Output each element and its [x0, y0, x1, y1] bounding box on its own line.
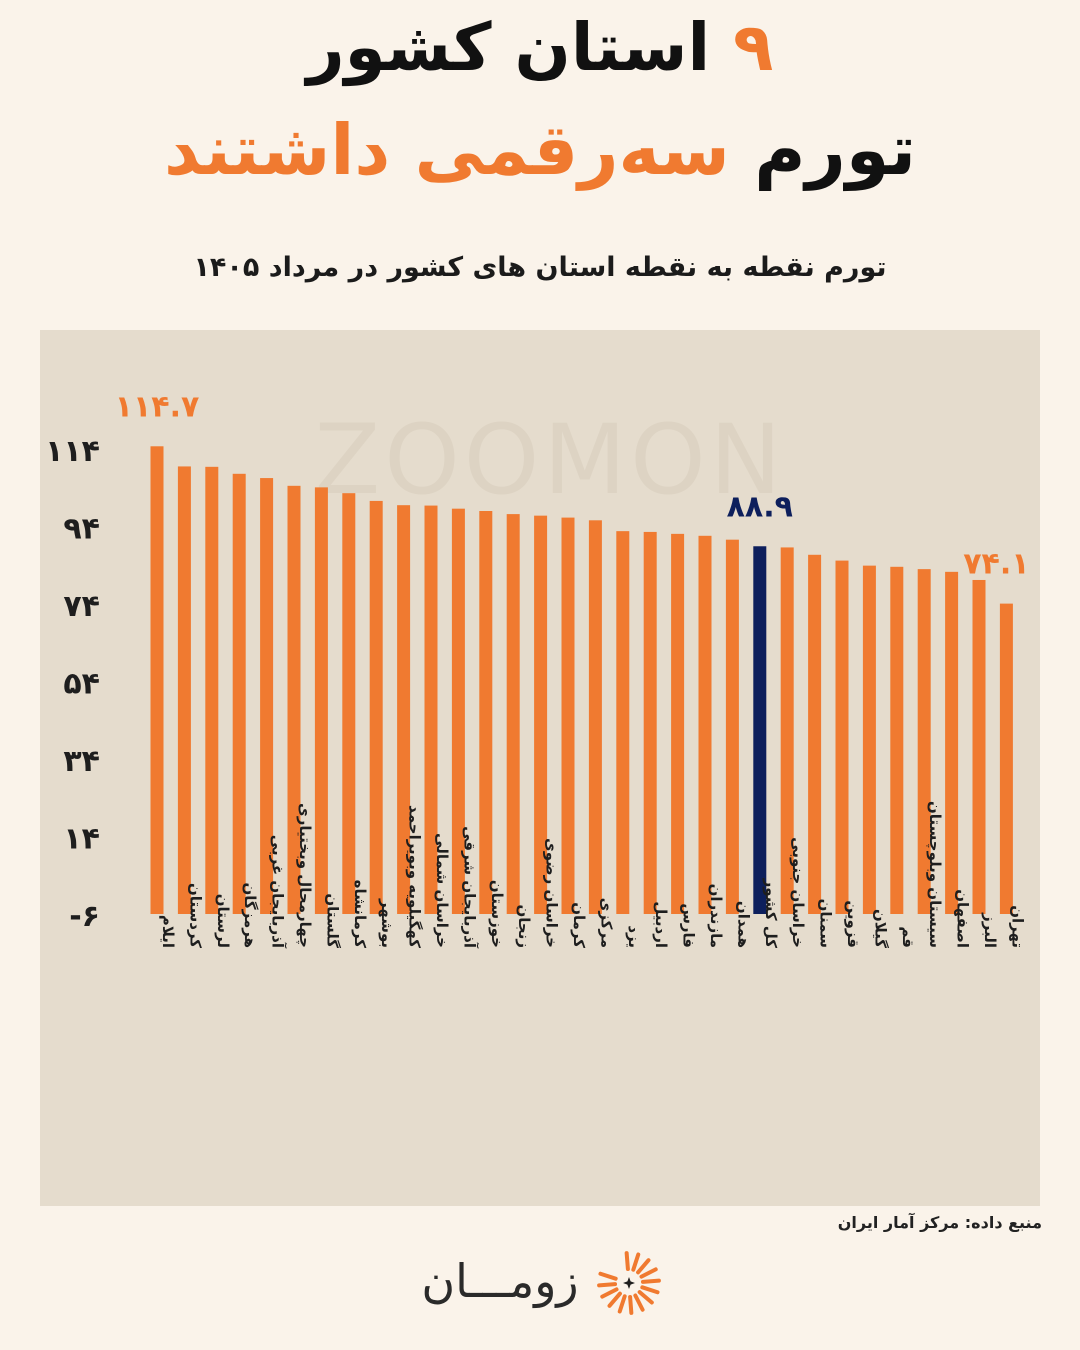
sunburst-logo-icon	[597, 1251, 661, 1315]
x-tick-label: ایلام	[159, 915, 177, 948]
x-tick-label: زنجان	[515, 904, 533, 948]
y-tick-label: ۱۴	[63, 822, 100, 857]
x-tick-label: سمنان	[817, 899, 835, 948]
y-tick-label: ۱۱۴	[45, 434, 100, 469]
chart-subtitle: تورم نقطه به نقطه استان های کشور در مردا…	[193, 252, 887, 283]
bar	[314, 487, 328, 914]
bar	[506, 514, 520, 914]
y-tick-label: -۶	[69, 899, 100, 934]
bar	[150, 446, 164, 914]
bar	[397, 505, 411, 914]
x-tick-label: خوزستان	[488, 880, 506, 948]
bar	[232, 473, 246, 914]
bar	[342, 493, 356, 914]
source-note: منبع داده: مرکز آمار ایران	[837, 1213, 1042, 1232]
x-tick-label: کردستان	[186, 883, 204, 948]
bar	[671, 533, 685, 914]
bar	[917, 569, 931, 914]
title-line-2: تورم سه‌رقمی داشتند	[0, 100, 1080, 200]
bar	[616, 531, 630, 914]
bar	[808, 554, 822, 914]
x-tick-label: البرز	[981, 912, 999, 948]
x-tick-label: هرمزگان	[241, 882, 259, 948]
bar	[369, 500, 383, 914]
y-tick-label: ۳۴	[63, 744, 100, 779]
bar	[260, 478, 274, 914]
x-tick-label: کرمان	[570, 902, 588, 948]
chart-panel: ZOOMON -۶ ۱۴ ۳۴ ۵۴ ۷۴ ۹۴ ۱۱۴ ایلام کردستان لرستان…	[40, 330, 1040, 1206]
bar	[862, 565, 876, 914]
data-label: ۱۱۴.۷	[115, 389, 200, 424]
x-tick-label: اصفهان	[954, 889, 972, 948]
data-label: ۸۸.۹	[727, 489, 793, 524]
bar	[945, 571, 959, 914]
title-text: استان کشور	[306, 9, 711, 86]
data-label: ۷۴.۱	[963, 547, 1029, 582]
x-tick-label: چهارمحال وبختیاری	[295, 803, 314, 948]
x-tick-label: یزد	[625, 925, 643, 948]
x-tick-label: کرمانشاه	[351, 880, 369, 949]
bar	[780, 547, 794, 914]
y-tick-label: ۷۴	[63, 589, 100, 624]
x-tick-label: سیستان وبلوچستان	[925, 801, 944, 948]
bar	[479, 511, 493, 914]
x-tick-label: خراسان رضوی	[543, 838, 561, 948]
bar-highlight	[753, 546, 767, 914]
x-tick-label: گیلان	[871, 909, 889, 948]
bar	[561, 517, 575, 914]
title-number: ۹	[733, 9, 774, 86]
brand: زومـــان	[410, 1240, 670, 1320]
bar	[205, 466, 219, 914]
bar-chart: -۶ ۱۴ ۳۴ ۵۴ ۷۴ ۹۴ ۱۱۴ ایلام کردستان لرستان هرمزگان…	[45, 389, 1030, 949]
x-tick-label: بوشهر	[378, 898, 396, 948]
x-tick-label: کهگیلویه وبویراحمد	[406, 805, 424, 948]
y-tick-label: ۹۴	[63, 512, 100, 547]
x-tick-label: گلستان	[323, 893, 341, 948]
bar	[287, 485, 301, 914]
title-dark-text: تورم	[754, 109, 917, 191]
brand-name: زومـــان	[421, 1254, 579, 1308]
x-tick-label: آذربایجان غربی	[269, 835, 287, 949]
x-tick-label: خراسان جنوبی	[789, 837, 807, 948]
bar	[177, 466, 191, 914]
x-tick-label: آذربایجان شرقی	[460, 826, 478, 949]
title-line-1: ۹ استان کشور	[0, 0, 1080, 96]
bar	[534, 515, 548, 914]
bar	[890, 566, 904, 914]
bar	[835, 560, 849, 914]
bar	[451, 508, 465, 914]
x-tick-label: همدان	[734, 901, 752, 948]
x-tick-label: خراسان شمالی	[433, 833, 451, 948]
title-accent-text: سه‌رقمی داشتند	[163, 109, 730, 191]
bar	[999, 603, 1013, 914]
x-tick-label: اردبیل	[652, 901, 670, 948]
y-tick-label: ۵۴	[63, 667, 100, 702]
x-tick-label: مازندران	[707, 884, 725, 948]
bar	[725, 539, 739, 914]
bar	[424, 505, 438, 914]
x-tick-label: قم	[899, 926, 917, 948]
x-tick-label: تهران	[1008, 905, 1026, 948]
bar	[972, 579, 986, 914]
x-tick-label: لرستان	[214, 894, 232, 948]
bar	[588, 520, 602, 914]
x-tick-label: مرکزی	[597, 898, 615, 948]
x-tick-label: کل کشور	[762, 878, 780, 949]
bar	[698, 535, 712, 914]
bar	[643, 531, 657, 914]
x-tick-label: فارس	[680, 903, 698, 948]
x-tick-label: قزوین	[844, 900, 862, 948]
watermark: ZOOMON	[314, 404, 786, 516]
